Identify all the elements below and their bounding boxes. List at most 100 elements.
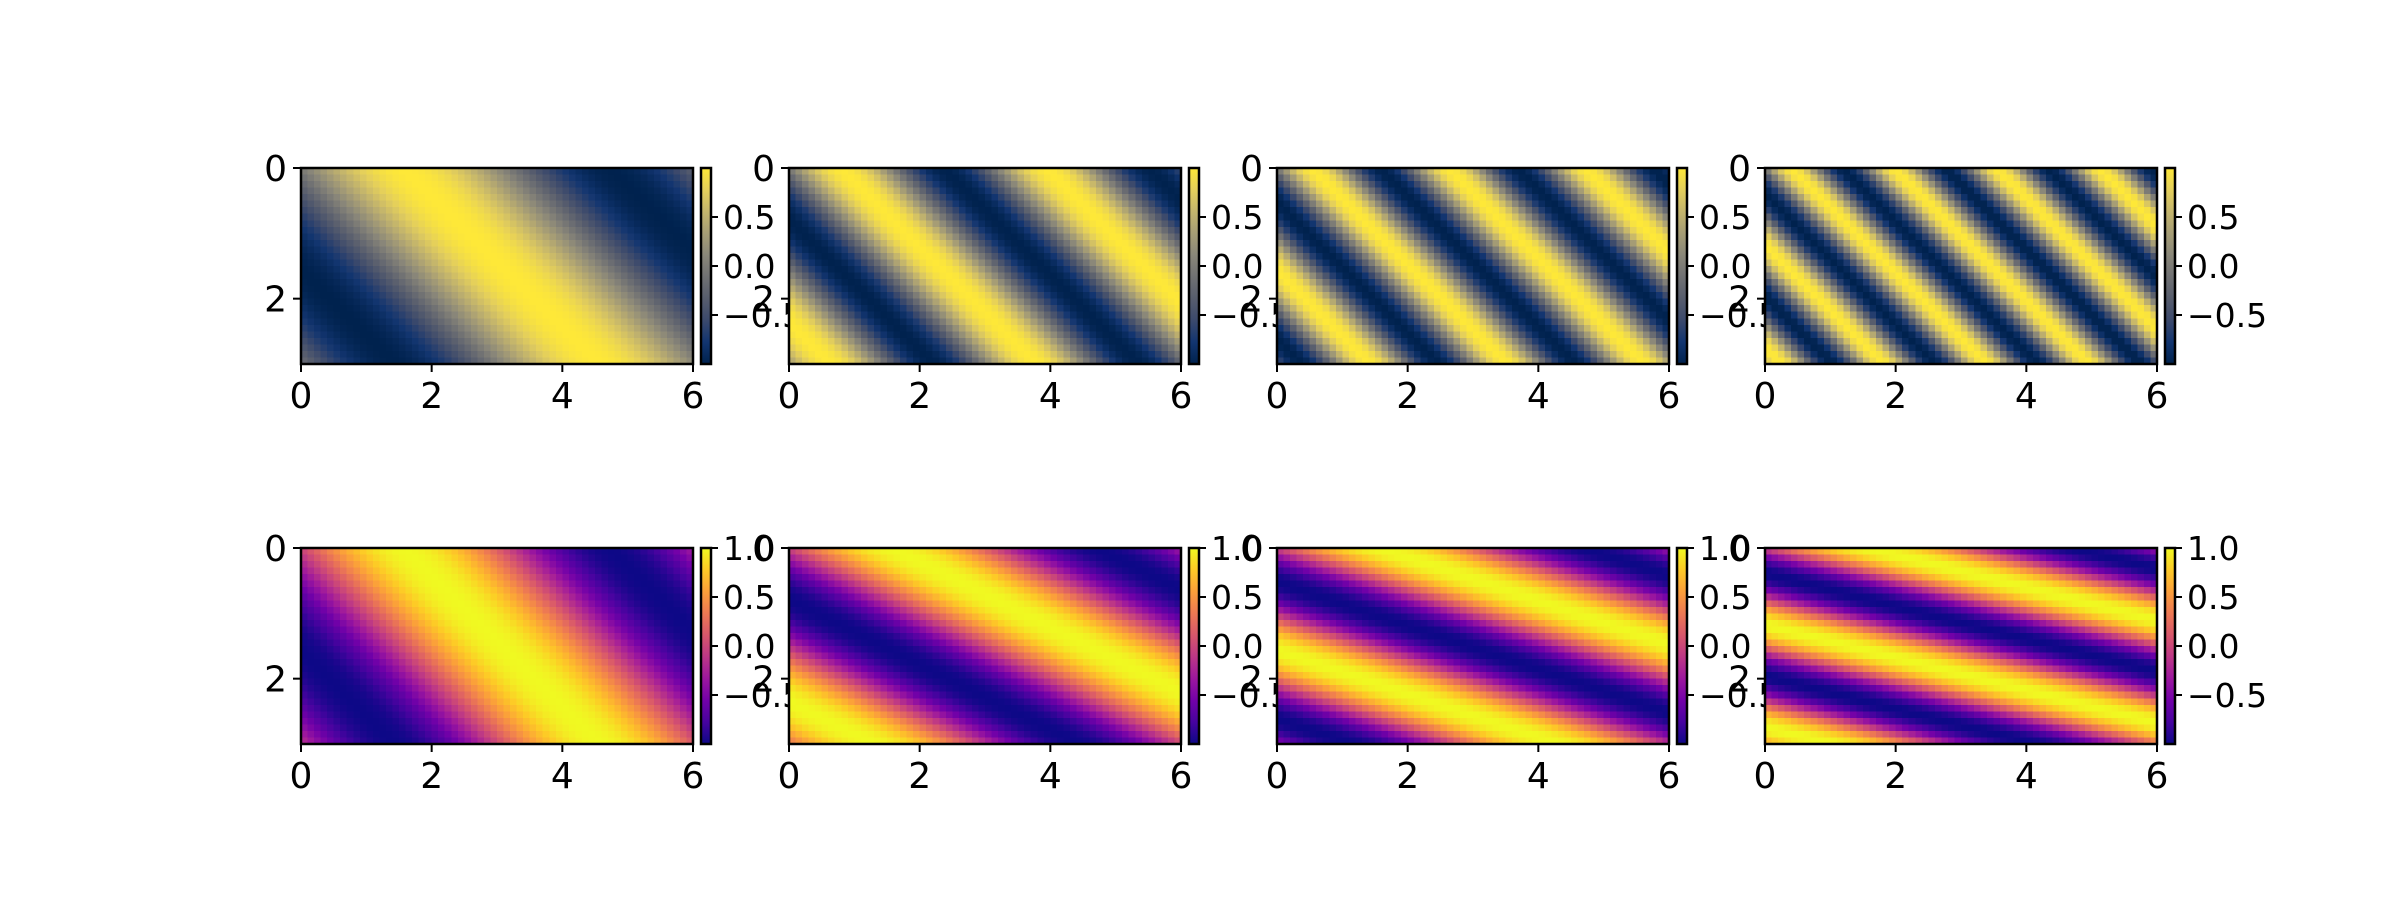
x-tick-label: 2 <box>1884 376 1907 417</box>
colorbar: 0.5 0.0 −0.5 <box>2163 166 2267 366</box>
x-tick-label: 6 <box>682 756 705 797</box>
colorbar-tick-label: 0.5 <box>1699 578 1751 617</box>
y-tick-label: 0 <box>1240 149 1263 190</box>
heatmap-image <box>301 548 693 744</box>
colorbar-tick-label: 0.0 <box>1211 247 1263 286</box>
y-tick-label: 0 <box>1728 149 1751 190</box>
heatmap-image <box>1277 168 1669 364</box>
x-tick-label: 2 <box>1396 756 1419 797</box>
colorbar-tick-label: 1.0 <box>2187 529 2239 568</box>
y-tick-label: 0 <box>752 529 775 570</box>
x-tick-label: 4 <box>551 756 574 797</box>
colorbar-gradient <box>2165 168 2175 364</box>
y-tick-label: 0 <box>264 149 287 190</box>
x-tick-label: 4 <box>2015 376 2038 417</box>
colorbar-tick-label: 0.0 <box>1211 627 1263 666</box>
axes-frame <box>1763 166 2159 366</box>
x-tick-label: 4 <box>1039 756 1062 797</box>
axes-frame <box>1275 546 1671 746</box>
colorbar-tick-label: 0.5 <box>723 578 775 617</box>
colorbar-tick-label: 0.0 <box>1699 627 1751 666</box>
heatmap-image <box>1765 548 2157 744</box>
x-tick-label: 0 <box>1754 756 1777 797</box>
heatmap-image <box>1765 168 2157 364</box>
x-tick-label: 0 <box>290 756 313 797</box>
x-tick-label: 0 <box>1754 376 1777 417</box>
x-tick-label: 6 <box>2146 376 2169 417</box>
y-tick-label: 2 <box>1728 280 1751 321</box>
colorbar: 1.0 0.5 0.0 −0.5 <box>2163 529 2267 746</box>
colorbar-tick-label: 0.0 <box>1699 247 1751 286</box>
heatmap-image <box>789 548 1181 744</box>
x-tick-label: 0 <box>778 376 801 417</box>
colorbar-gradient <box>2165 548 2175 744</box>
y-tick-label: 2 <box>1728 660 1751 701</box>
colorbar-tick-label: 0.0 <box>723 247 775 286</box>
x-tick-label: 4 <box>1527 756 1550 797</box>
colorbar-tick-label: 0.5 <box>723 198 775 237</box>
colorbar-tick-label: 0.5 <box>1211 198 1263 237</box>
x-tick-label: 0 <box>778 756 801 797</box>
x-tick-label: 6 <box>2146 756 2169 797</box>
colorbar-tick-label: 0.0 <box>723 627 775 666</box>
colorbar-tick-label: 0.5 <box>2187 578 2239 617</box>
x-tick-label: 2 <box>1884 756 1907 797</box>
x-tick-label: 2 <box>420 376 443 417</box>
x-tick-label: 2 <box>908 756 931 797</box>
x-tick-label: 0 <box>1266 376 1289 417</box>
x-tick-label: 6 <box>1170 376 1193 417</box>
x-tick-label: 6 <box>1658 756 1681 797</box>
x-tick-label: 6 <box>1658 376 1681 417</box>
colorbar-gradient <box>1677 168 1687 364</box>
axes-frame <box>1275 166 1671 366</box>
y-tick-label: 2 <box>752 280 775 321</box>
axes-frame <box>299 546 695 746</box>
x-tick-label: 2 <box>1396 376 1419 417</box>
y-tick-label: 2 <box>1240 280 1263 321</box>
x-tick-label: 0 <box>290 376 313 417</box>
colorbar: 1.00.50.0−0.5 <box>1187 529 1291 746</box>
heatmap-image <box>1277 548 1669 744</box>
colorbar-gradient <box>1189 168 1199 364</box>
y-tick-label: 2 <box>264 660 287 701</box>
axes-frame <box>1763 546 2159 746</box>
x-tick-label: 4 <box>1527 376 1550 417</box>
colorbar: 0.50.0−0.5 <box>1675 166 1779 366</box>
colorbar-tick-label: −0.5 <box>2187 296 2267 335</box>
x-tick-label: 0 <box>1266 756 1289 797</box>
y-tick-label: 0 <box>1240 529 1263 570</box>
heatmap-image <box>789 168 1181 364</box>
colorbar-tick-label: 0.5 <box>1699 198 1751 237</box>
y-tick-label: 2 <box>752 660 775 701</box>
x-tick-label: 6 <box>1170 756 1193 797</box>
y-tick-label: 0 <box>264 529 287 570</box>
x-tick-label: 2 <box>420 756 443 797</box>
y-tick-label: 0 <box>1728 529 1751 570</box>
x-tick-label: 4 <box>551 376 574 417</box>
heatmap-panel-8: 0 2 4 6 0 2 1.0 0.5 0.0 −0.5 <box>1728 529 2267 797</box>
colorbar-tick-label: −0.5 <box>2187 676 2267 715</box>
axes-frame <box>299 166 695 366</box>
colorbar-gradient <box>701 168 711 364</box>
colorbar: 1.00.50.0−0.5 <box>699 529 803 746</box>
x-tick-label: 6 <box>682 376 705 417</box>
axes-frame <box>787 166 1183 366</box>
heatmap-image <box>301 168 693 364</box>
x-tick-label: 2 <box>908 376 931 417</box>
x-tick-label: 4 <box>1039 376 1062 417</box>
colorbar-tick-label: 0.0 <box>2187 627 2239 666</box>
colorbar-tick-label: 1.0 <box>1699 529 1751 568</box>
colorbar-tick-label: 0.5 <box>1211 578 1263 617</box>
heatmap-panel-4: 0 2 4 6 0 2 0.5 0.0 −0.5 <box>1728 149 2267 417</box>
colorbar-tick-label: 0.5 <box>2187 198 2239 237</box>
colorbar-gradient <box>701 548 711 744</box>
colorbar-gradient <box>1677 548 1687 744</box>
colorbar-tick-label: 0.0 <box>2187 247 2239 286</box>
